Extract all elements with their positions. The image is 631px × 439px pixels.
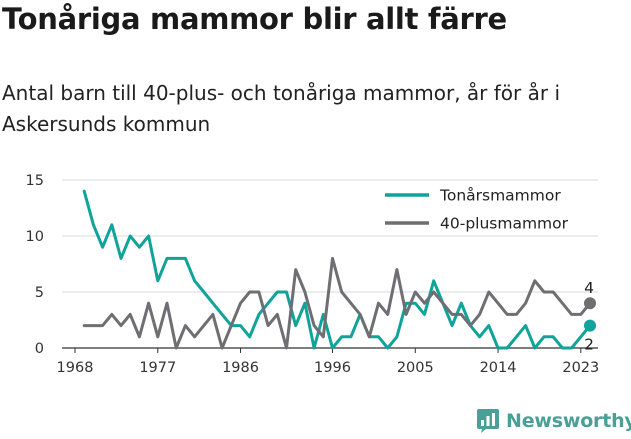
series-end-label-1: 2 — [584, 336, 594, 354]
legend-label-1: Tonårsmammor — [439, 187, 561, 205]
series-lines — [82, 189, 592, 350]
y-tick-label: 5 — [35, 285, 44, 301]
series-line-1 — [82, 189, 592, 350]
x-tick-label: 1968 — [57, 360, 94, 376]
chart-subtitle: Antal barn till 40-plus- och tonåriga ma… — [2, 81, 561, 136]
x-tick-label: 2005 — [397, 360, 434, 376]
y-tick-label: 0 — [35, 341, 44, 357]
x-axis-ticks: 1968 1977 1986 1996 2005 2014 2023 — [57, 348, 599, 376]
x-tick-label: 2023 — [562, 360, 599, 376]
series-end-markers: 24 — [584, 279, 596, 354]
x-tick-label: 2014 — [480, 360, 517, 376]
x-tick-label: 1986 — [222, 360, 259, 376]
y-axis-ticks: 0 5 10 15 — [26, 173, 44, 357]
x-tick-label: 1996 — [314, 360, 351, 376]
y-tick-label: 10 — [26, 229, 44, 245]
legend: Tonårsmammor 40-plusmammor — [385, 187, 569, 233]
brand-logo: Newsworthy — [476, 405, 631, 437]
legend-label-2: 40-plusmammor — [440, 215, 569, 233]
series-line-2 — [82, 256, 592, 350]
x-tick-label: 1977 — [139, 360, 176, 376]
chart-title: Tonåriga mammor blir allt färre — [2, 2, 507, 36]
series-end-marker-2 — [584, 297, 596, 310]
y-tick-label: 15 — [26, 173, 44, 189]
brand-name: Newsworthy — [506, 410, 631, 432]
series-end-marker-1 — [584, 319, 596, 332]
series-end-label-2: 4 — [584, 279, 594, 297]
chart-bars-icon — [477, 409, 499, 433]
